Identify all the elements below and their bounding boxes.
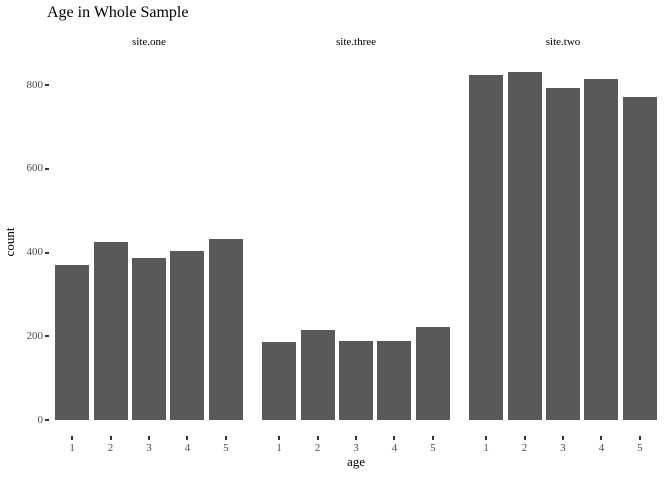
facet-panel <box>463 55 663 436</box>
bar <box>132 258 166 420</box>
bar <box>339 341 373 420</box>
bar <box>377 341 412 420</box>
x-tick-label: 3 <box>146 442 152 454</box>
y-tick-label: 200 <box>26 329 44 342</box>
x-tick-label: 2 <box>107 442 114 454</box>
bar <box>546 88 580 420</box>
facet-strip-label: site.two <box>545 36 581 48</box>
x-tick-label: 1 <box>276 442 282 454</box>
bar <box>262 342 297 420</box>
x-tick-label: 3 <box>353 442 359 454</box>
y-tick-mark <box>45 419 49 421</box>
facet-strip-label: site.one <box>132 36 166 48</box>
x-tick-label: 1 <box>483 442 489 454</box>
x-tick-label: 2 <box>314 442 321 454</box>
x-axis-title: age <box>346 454 366 469</box>
x-tick-mark <box>355 436 357 440</box>
x-tick-label: 4 <box>391 442 398 454</box>
y-tick-label: 600 <box>26 162 44 175</box>
x-tick-label: 5 <box>430 442 436 454</box>
x-tick-mark <box>186 436 189 440</box>
chart-title: Age in Whole Sample <box>47 4 189 21</box>
x-tick-mark <box>523 436 526 440</box>
x-tick-mark <box>316 436 319 440</box>
x-tick-mark <box>224 436 227 440</box>
y-tick-label: 800 <box>26 78 44 91</box>
x-tick-mark <box>393 436 396 440</box>
x-tick-label: 4 <box>598 442 605 454</box>
x-tick-label: 5 <box>637 442 643 454</box>
y-tick-label: 0 <box>37 413 44 426</box>
y-tick-mark <box>45 167 49 170</box>
bar <box>300 330 335 420</box>
bar <box>208 239 243 420</box>
x-tick-mark <box>278 436 281 440</box>
bar <box>415 327 450 420</box>
x-tick-mark <box>485 436 488 440</box>
x-tick-label: 3 <box>560 442 566 454</box>
facet-panel <box>49 55 249 436</box>
bar <box>622 97 657 420</box>
y-tick-mark <box>45 251 49 254</box>
y-tick-mark <box>45 84 49 86</box>
x-tick-label: 2 <box>521 442 528 454</box>
bar <box>469 75 504 420</box>
bar <box>584 79 619 420</box>
x-tick-mark <box>109 436 112 440</box>
bar <box>507 72 542 420</box>
x-tick-mark <box>600 436 603 440</box>
bar <box>93 242 128 420</box>
facet-panel <box>256 55 456 436</box>
x-tick-mark <box>562 436 564 440</box>
facet-strip-label: site.three <box>335 36 376 48</box>
bar <box>55 265 90 420</box>
bar <box>170 251 205 420</box>
x-tick-label: 4 <box>184 442 191 454</box>
x-tick-mark <box>71 436 74 440</box>
y-tick-mark <box>45 335 49 338</box>
x-tick-label: 5 <box>223 442 229 454</box>
x-tick-mark <box>638 436 641 440</box>
x-tick-label: 1 <box>69 442 75 454</box>
x-tick-mark <box>431 436 434 440</box>
x-tick-mark <box>148 436 150 440</box>
y-tick-label: 400 <box>26 246 44 258</box>
